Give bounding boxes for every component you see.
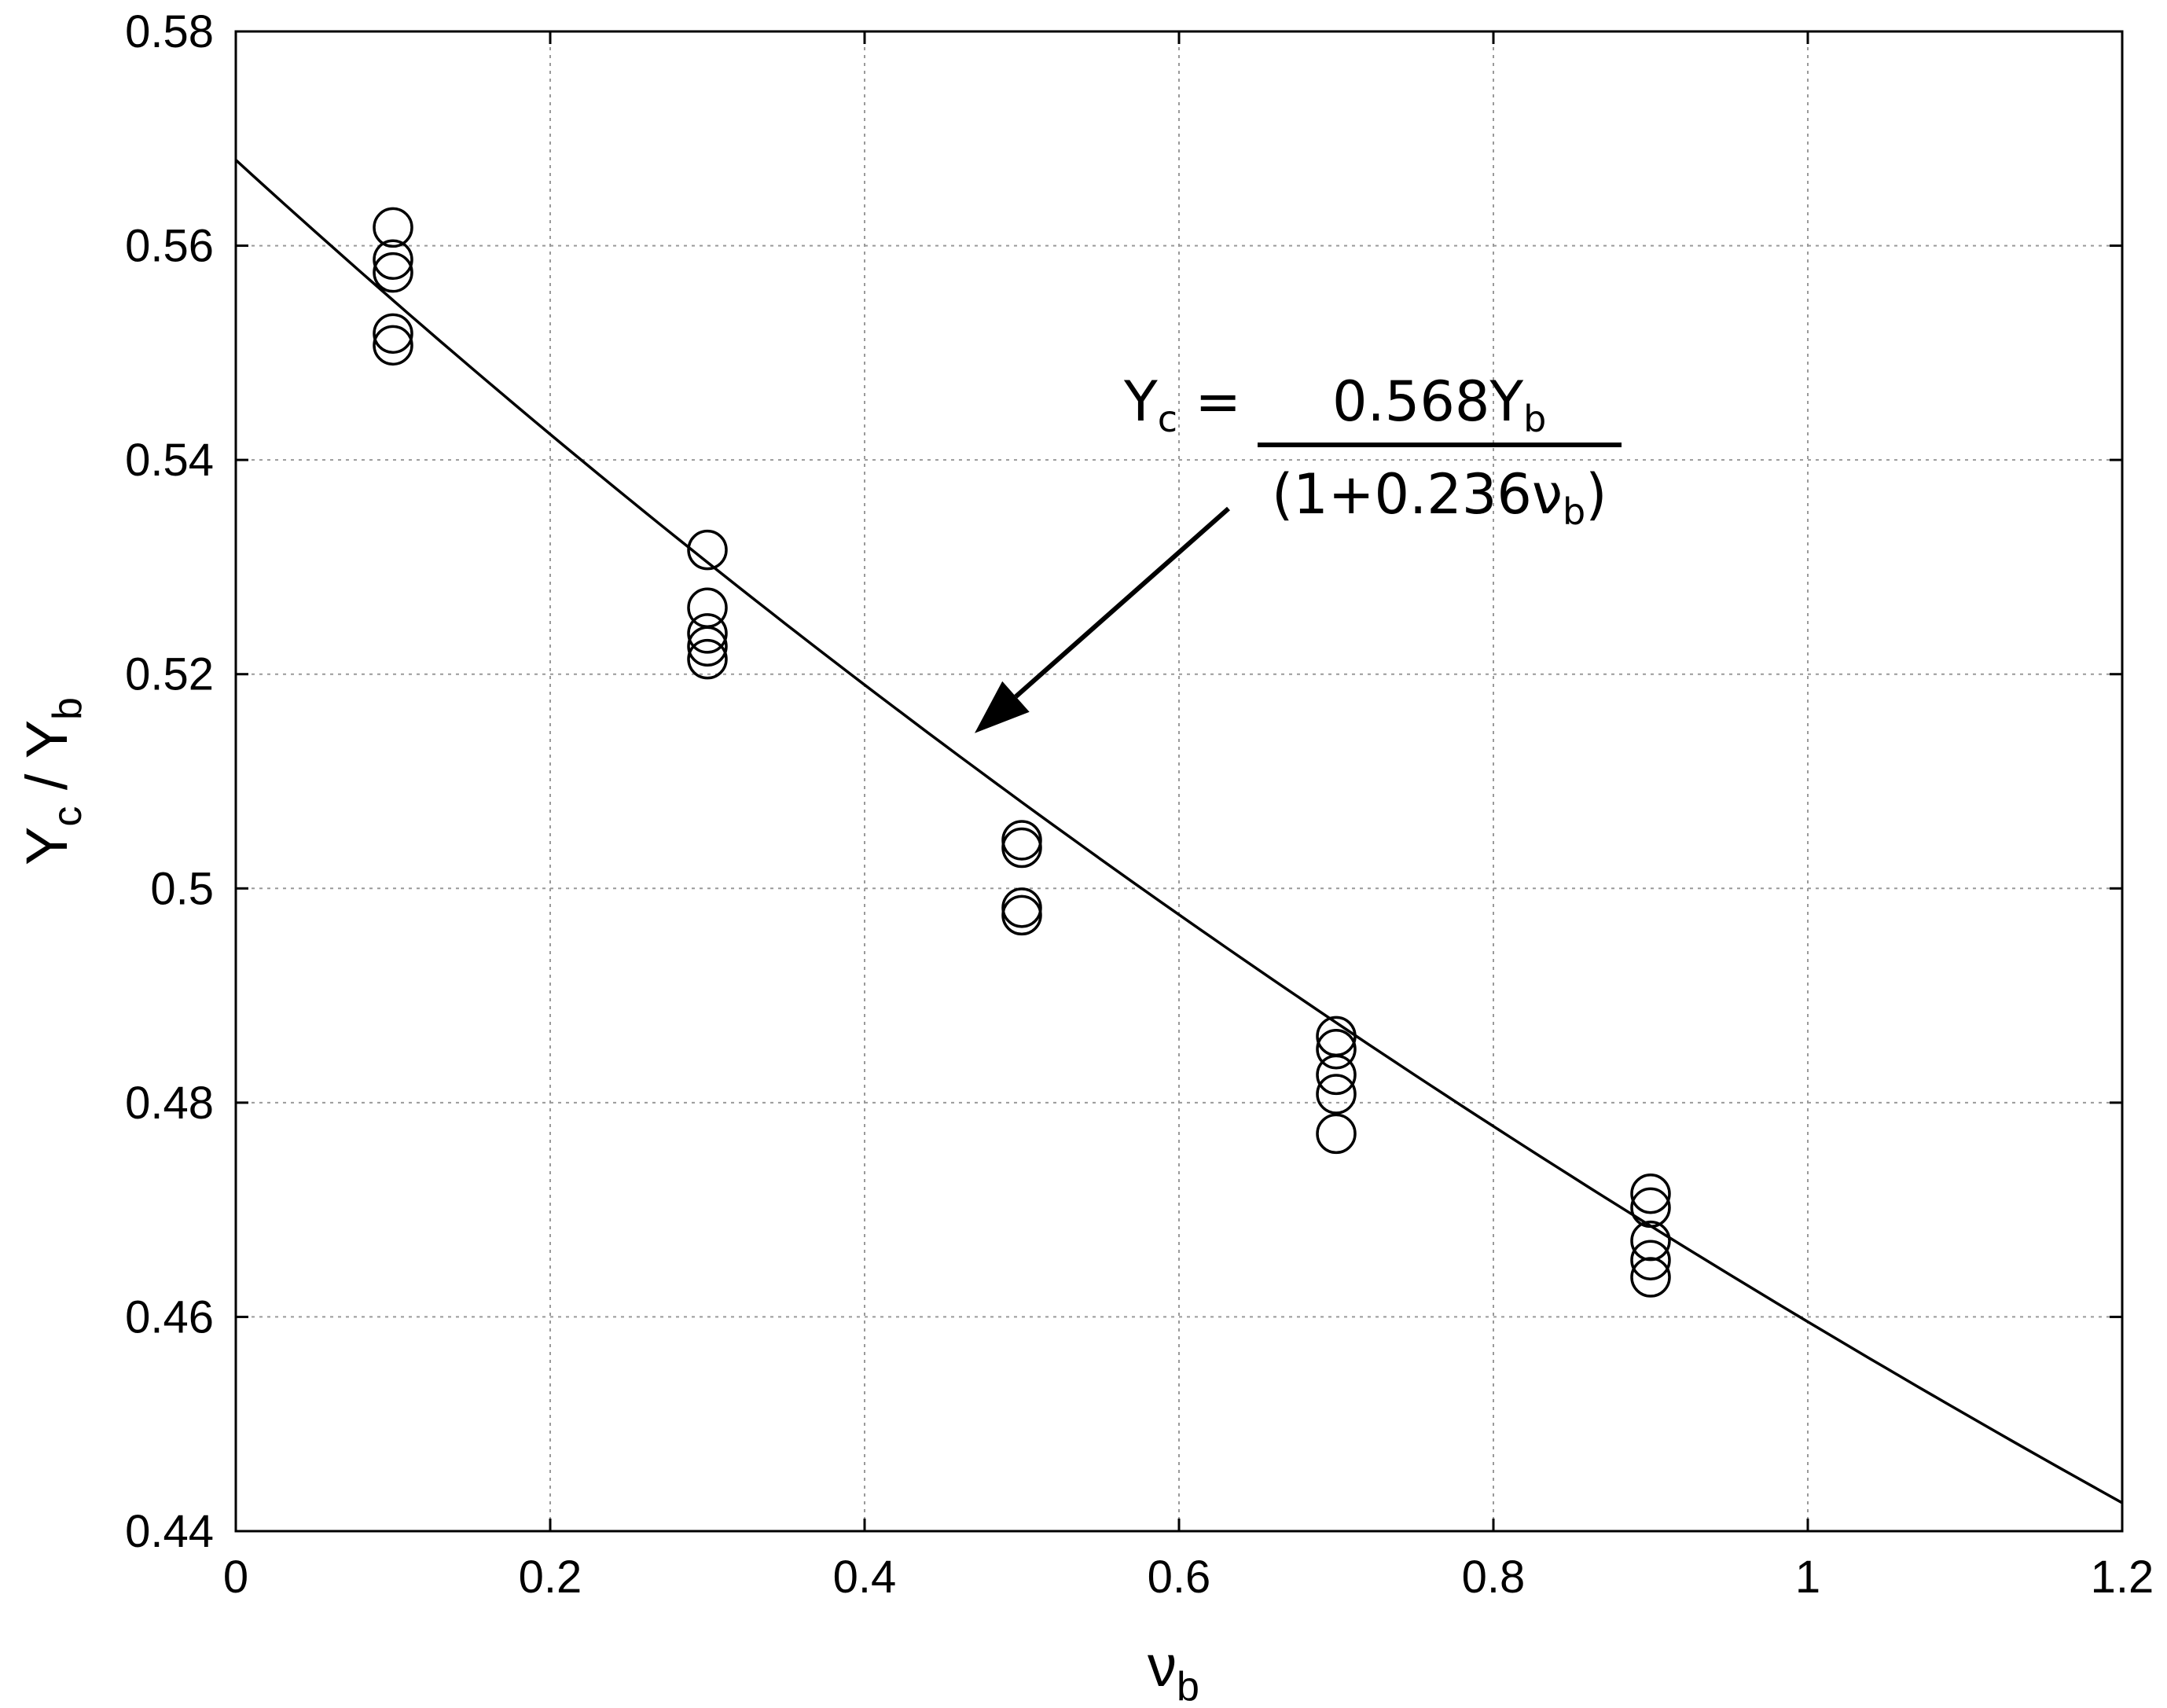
arrow-head (975, 681, 1030, 733)
data-point (1001, 827, 1042, 869)
x-tick-label: 0.6 (1148, 1552, 1211, 1603)
tick-labels: 0 0.2 0.4 0.6 0.8 1 1.2 0.44 0.46 0.48 0.5 0.52 0.54… (125, 6, 2154, 1603)
y-tick-label: 0.48 (125, 1078, 214, 1129)
x-axis-title: νb (1148, 1633, 1199, 1708)
data-point (687, 613, 728, 654)
x-tick-label: 1.2 (2091, 1552, 2154, 1603)
data-point (1001, 887, 1042, 928)
data-point (373, 239, 413, 281)
grid (236, 31, 2122, 1531)
fit-curve (234, 159, 2123, 1504)
data-point (687, 626, 728, 667)
data-point (373, 325, 413, 366)
x-tick-label: 0 (223, 1552, 248, 1603)
plot-frame (234, 30, 2124, 1533)
data-point (1001, 820, 1042, 861)
y-tick-label: 0.58 (125, 6, 214, 57)
equation-denominator: (1+0.236νb) (1272, 462, 1607, 533)
data-point (1316, 1054, 1357, 1096)
x-tick-label: 0.4 (833, 1552, 897, 1603)
data-point (1630, 1240, 1671, 1280)
y-axis-title: Yc / Yb (14, 697, 90, 865)
data-markers (373, 207, 1671, 1298)
y-tick-label: 0.46 (125, 1291, 214, 1343)
data-point (1630, 1187, 1671, 1229)
equation-lhs: Yc = (1123, 369, 1241, 440)
equation-annotation: Yc = 0.568Yb (1+0.236νb) (975, 369, 1622, 733)
arrow-shaft (1014, 506, 1230, 699)
y-tick-label: 0.54 (125, 435, 214, 486)
y-tick-label: 0.5 (150, 863, 214, 914)
data-point (687, 529, 728, 571)
data-point (1316, 1028, 1357, 1070)
data-point (373, 313, 413, 354)
y-tick-label: 0.44 (125, 1506, 214, 1557)
data-point (1316, 1074, 1357, 1115)
data-point (373, 207, 413, 248)
data-point (1630, 1173, 1671, 1214)
y-tick-label: 0.52 (125, 649, 214, 700)
data-point (1630, 1257, 1671, 1298)
x-tick-label: 1 (1795, 1552, 1820, 1603)
equation-numerator: 0.568Yb (1332, 369, 1546, 440)
data-point (687, 638, 728, 680)
y-tick-label: 0.56 (125, 221, 214, 272)
data-point (1316, 1113, 1357, 1155)
x-tick-label: 0.8 (1462, 1552, 1526, 1603)
data-point (1001, 894, 1042, 936)
x-tick-label: 0.2 (519, 1552, 582, 1603)
data-point (373, 252, 413, 293)
